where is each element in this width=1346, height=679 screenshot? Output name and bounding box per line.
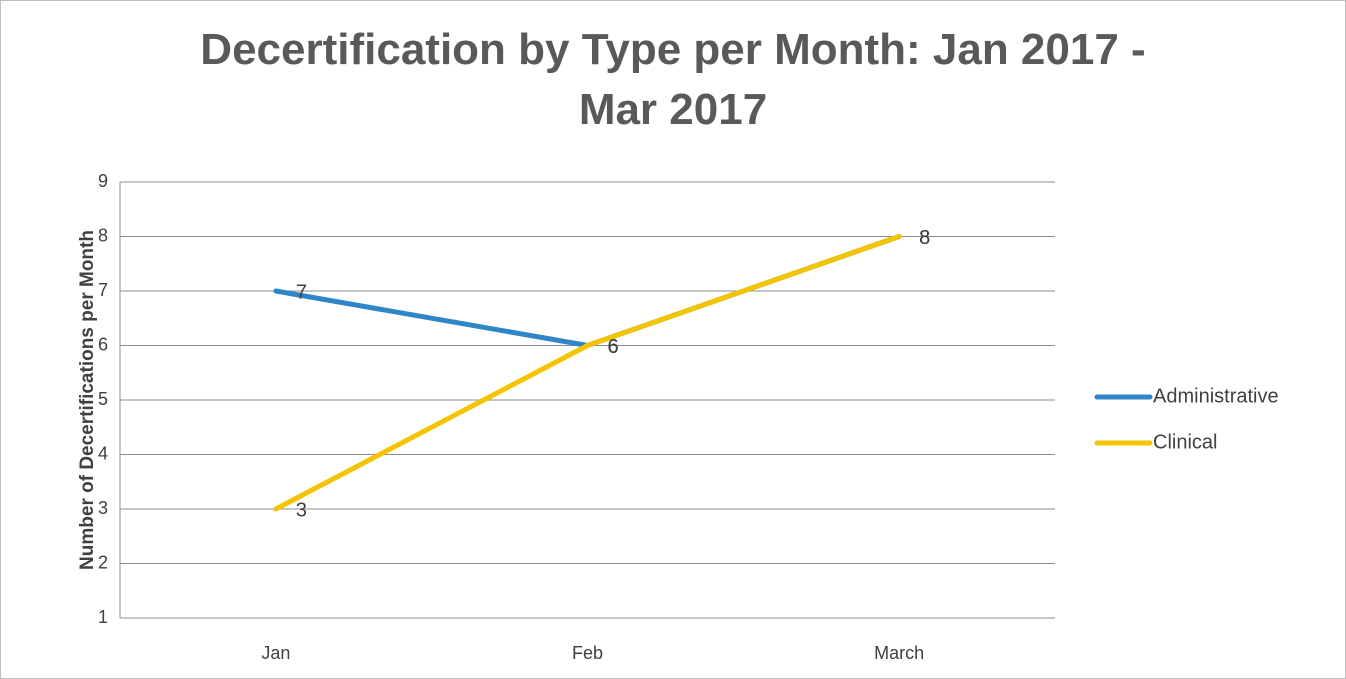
x-tick-label: Feb xyxy=(572,643,603,663)
y-tick-label: 1 xyxy=(98,607,108,627)
y-tick-label: 4 xyxy=(98,443,108,463)
y-tick-label: 3 xyxy=(98,498,108,518)
y-tick-label: 9 xyxy=(98,171,108,191)
data-label: 7 xyxy=(296,281,307,303)
data-label: 8 xyxy=(919,227,930,249)
legend-label: Clinical xyxy=(1153,431,1217,453)
x-tick-label: March xyxy=(874,643,924,663)
series-line xyxy=(273,234,902,512)
y-axis-label: Number of Decertifications per Month xyxy=(77,230,98,570)
data-label: 8 xyxy=(919,227,930,249)
y-tick-label: 5 xyxy=(98,389,108,409)
y-tick-label: 6 xyxy=(98,334,108,354)
x-tick-label: Jan xyxy=(261,643,290,663)
y-tick-label: 2 xyxy=(98,552,108,572)
data-label: 3 xyxy=(296,499,307,521)
chart-title: Decertification by Type per Month: Jan 2… xyxy=(200,25,1146,134)
legend-label: Administrative xyxy=(1153,385,1279,407)
y-tick-label: 8 xyxy=(98,225,108,245)
data-label: 6 xyxy=(608,336,619,358)
data-label: 6 xyxy=(608,336,619,358)
y-tick-label: 7 xyxy=(98,280,108,300)
